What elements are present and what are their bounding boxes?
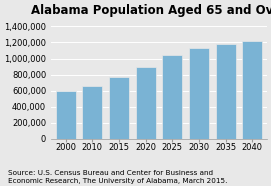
- Bar: [56, 92, 76, 139]
- Title: Alabama Population Aged 65 and Over: Alabama Population Aged 65 and Over: [31, 4, 271, 17]
- Text: Source: U.S. Census Bureau and Center for Business and
Economic Research, The Un: Source: U.S. Census Bureau and Center fo…: [8, 170, 228, 184]
- Bar: [82, 86, 102, 139]
- Bar: [136, 67, 156, 139]
- Bar: [242, 41, 262, 139]
- Bar: [109, 77, 129, 139]
- Bar: [189, 48, 209, 139]
- Bar: [215, 44, 235, 139]
- Bar: [162, 55, 182, 139]
